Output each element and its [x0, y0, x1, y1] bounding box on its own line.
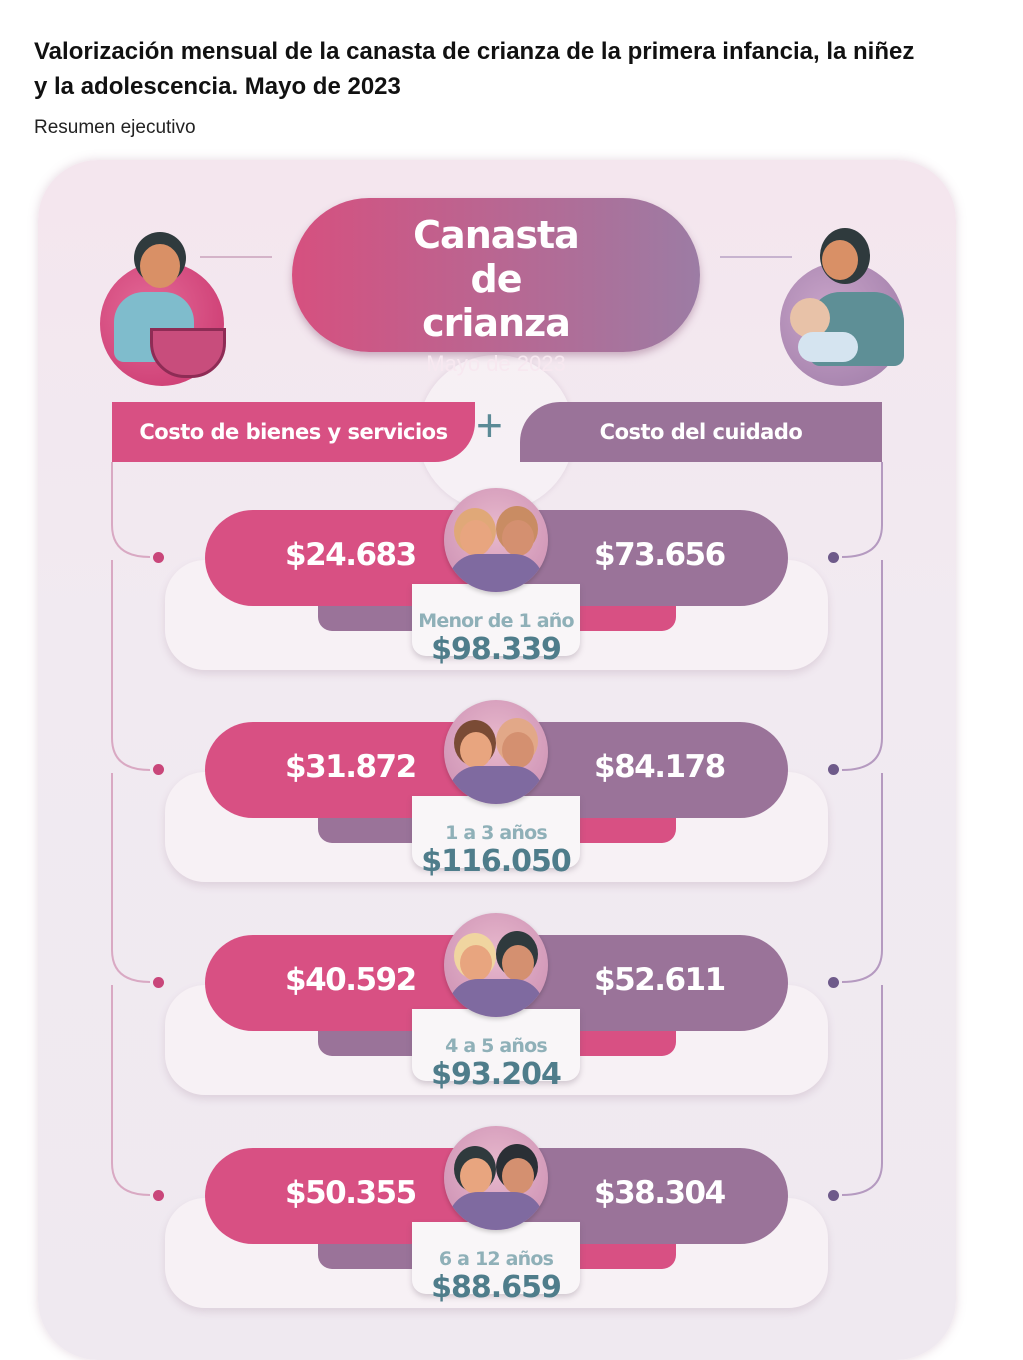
goods-cost-value: $40.592 — [285, 962, 417, 998]
care-cost-banner: Costo del cuidado — [520, 402, 882, 462]
mother-illustration — [100, 232, 226, 386]
goods-cost-banner: Costo de bienes y servicios — [112, 402, 475, 462]
plus-icon: + — [476, 399, 503, 451]
age-group-row: $50.355 $38.304 6 a 12 años $88.659 — [0, 1126, 1023, 1348]
children-illustration — [444, 913, 548, 1017]
father-illustration — [780, 228, 904, 386]
total-box: 1 a 3 años $116.050 — [412, 796, 580, 879]
connector-lines — [111, 462, 883, 1196]
age-group-label: Menor de 1 año — [418, 610, 574, 632]
connector-dot — [828, 1190, 839, 1201]
age-group-row: $40.592 $52.611 4 a 5 años $93.204 — [0, 913, 1023, 1135]
connector-dot — [153, 1190, 164, 1201]
children-illustration — [444, 488, 548, 592]
total-value: $98.339 — [431, 632, 562, 667]
total-value: $116.050 — [421, 844, 572, 879]
goods-cost-value: $31.872 — [285, 749, 417, 785]
total-value: $93.204 — [431, 1057, 562, 1092]
care-cost-value: $73.656 — [594, 537, 726, 573]
page-subtitle: Resumen ejecutivo — [34, 117, 196, 138]
children-illustration — [444, 1126, 548, 1230]
connector-dot — [153, 764, 164, 775]
total-box: 4 a 5 años $93.204 — [412, 1009, 580, 1092]
page-title: Valorización mensual de la canasta de cr… — [34, 38, 915, 100]
total-value: $88.659 — [431, 1270, 562, 1305]
age-group-row: $24.683 $73.656 Menor de 1 año $98.339 — [0, 488, 1023, 710]
age-group-label: 4 a 5 años — [445, 1035, 548, 1057]
connector-dot — [153, 552, 164, 563]
connector-dot — [153, 977, 164, 988]
connector-dot — [828, 764, 839, 775]
goods-cost-value: $24.683 — [285, 537, 417, 573]
connector-dot — [828, 552, 839, 563]
age-group-row: $31.872 $84.178 1 a 3 años $116.050 — [0, 700, 1023, 922]
total-box: Menor de 1 año $98.339 — [412, 584, 580, 667]
children-illustration — [444, 700, 548, 804]
care-cost-value: $52.611 — [594, 962, 726, 998]
title-pill: Canasta de crianza Mayo de 2023 — [292, 198, 700, 376]
canasta-date: Mayo de 2023 — [426, 351, 566, 376]
total-box: 6 a 12 años $88.659 — [412, 1222, 580, 1305]
divider-line — [720, 256, 792, 258]
care-cost-value: $38.304 — [594, 1175, 726, 1211]
care-cost-value: $84.178 — [594, 749, 726, 785]
connector-dot — [828, 977, 839, 988]
age-group-label: 1 a 3 años — [445, 822, 548, 844]
canasta-title: Canasta de crianza — [413, 213, 580, 345]
age-group-label: 6 a 12 años — [438, 1248, 554, 1270]
goods-cost-value: $50.355 — [285, 1175, 417, 1211]
divider-line — [200, 256, 272, 258]
